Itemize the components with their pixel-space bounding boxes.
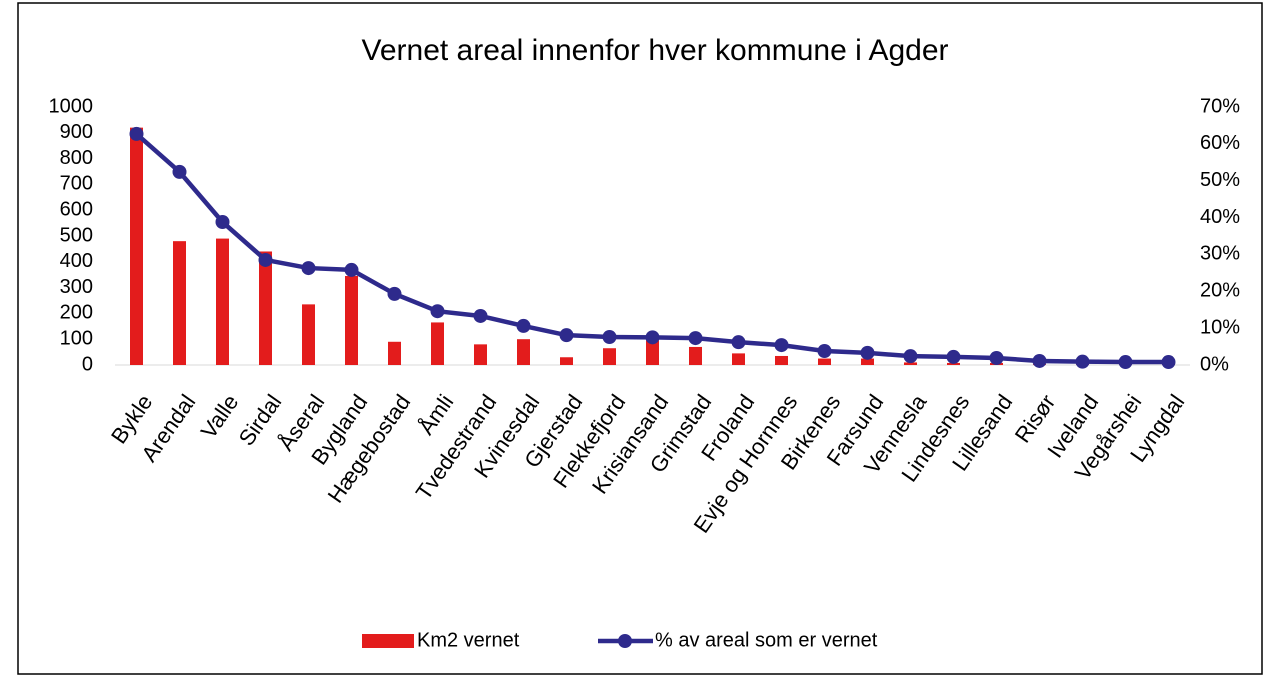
y-tick-label: 600 (60, 198, 93, 220)
y2-tick-label: 50% (1200, 169, 1240, 191)
bar (904, 362, 917, 365)
bar (345, 275, 358, 365)
line-marker (1032, 353, 1047, 368)
line-marker (1118, 355, 1133, 370)
bar (216, 238, 229, 365)
legend-marker (618, 634, 632, 648)
y2-tick-label: 40% (1200, 206, 1240, 228)
line-marker (688, 331, 703, 346)
line-marker (817, 343, 832, 358)
bar (259, 251, 272, 365)
bar (130, 127, 143, 365)
line-marker (344, 262, 359, 277)
chart-title: Vernet areal innenfor hver kommune i Agd… (361, 34, 948, 67)
line-marker (516, 318, 531, 333)
line-marker (1161, 355, 1176, 370)
y2-tick-label: 10% (1200, 316, 1240, 338)
line-marker (387, 286, 402, 301)
bar (818, 358, 831, 365)
y-tick-label: 700 (60, 173, 93, 195)
y-tick-label: 800 (60, 147, 93, 169)
bar (431, 322, 444, 365)
legend-swatch (362, 634, 414, 648)
bar (732, 353, 745, 365)
line-marker (473, 308, 488, 323)
bar (474, 344, 487, 365)
y2-tick-label: 20% (1200, 280, 1240, 302)
line-marker (860, 345, 875, 360)
y-tick-label: 500 (60, 224, 93, 246)
line-marker (430, 304, 445, 319)
bar (775, 355, 788, 365)
y-tick-label: 900 (60, 121, 93, 143)
bar (517, 339, 530, 365)
bar (302, 304, 315, 365)
line-marker (215, 214, 230, 229)
y-tick-label: 300 (60, 276, 93, 298)
y2-tick-label: 0% (1200, 353, 1229, 375)
y2-tick-label: 70% (1200, 95, 1240, 117)
bar (388, 341, 401, 365)
y-tick-label: 400 (60, 250, 93, 272)
line-marker (1075, 354, 1090, 369)
legend-label: Km2 vernet (417, 629, 520, 651)
y-tick-label: 1000 (49, 95, 94, 117)
bar (646, 340, 659, 365)
bar (947, 362, 960, 365)
line-marker (774, 338, 789, 353)
line-marker (172, 164, 187, 179)
y-tick-label: 100 (60, 327, 93, 349)
y-tick-label: 0 (82, 353, 93, 375)
line-marker (129, 126, 144, 141)
bar (861, 358, 874, 365)
line-marker (731, 335, 746, 350)
y-tick-label: 200 (60, 302, 93, 324)
bar (689, 346, 702, 365)
legend-label: % av areal som er vernet (655, 629, 878, 651)
line-marker (903, 349, 918, 364)
line-marker (602, 329, 617, 344)
bar (173, 241, 186, 365)
line-marker (559, 328, 574, 343)
line-marker (989, 350, 1004, 365)
bar (560, 357, 573, 365)
line-marker (301, 261, 316, 276)
line-marker (645, 330, 660, 345)
line-marker (258, 252, 273, 267)
y2-tick-label: 60% (1200, 132, 1240, 154)
line-marker (946, 349, 961, 364)
y2-tick-label: 30% (1200, 243, 1240, 265)
bar (603, 348, 616, 365)
